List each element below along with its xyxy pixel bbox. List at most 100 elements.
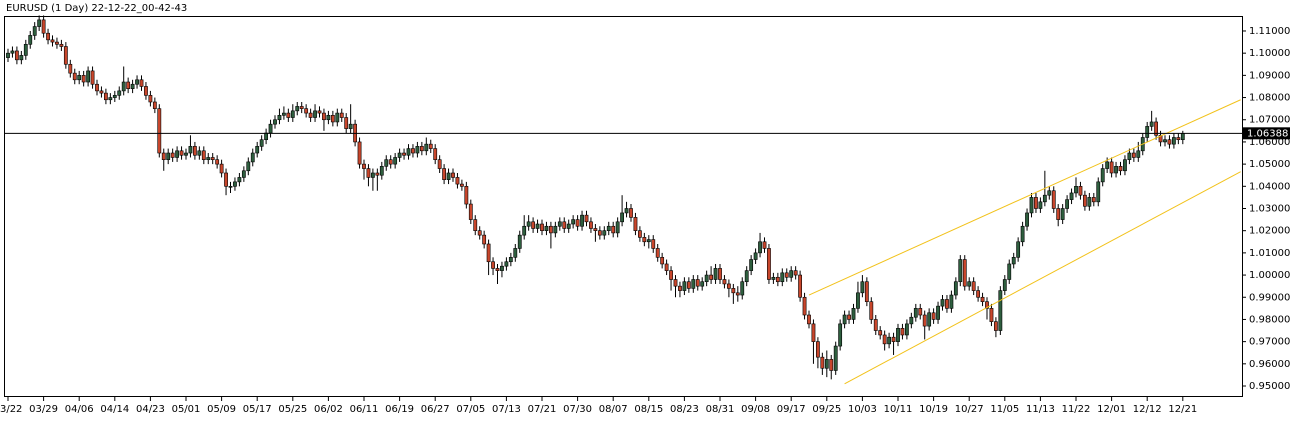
candle-body bbox=[1131, 152, 1136, 158]
x-tick-label: 05/09 bbox=[207, 404, 236, 415]
candle-body bbox=[673, 279, 678, 287]
candle-body bbox=[718, 268, 722, 280]
candle-body bbox=[664, 263, 669, 271]
candle-body bbox=[824, 359, 829, 369]
candle-body bbox=[731, 288, 736, 294]
candle-body bbox=[615, 221, 620, 234]
candle-body bbox=[522, 225, 527, 236]
candle-body bbox=[967, 281, 972, 287]
candle-body bbox=[210, 157, 215, 160]
y-tick-label: 0.96000 bbox=[1249, 359, 1290, 370]
candle-body bbox=[451, 172, 455, 178]
candle-body bbox=[758, 241, 762, 254]
candle-body bbox=[815, 341, 820, 358]
candle-body bbox=[370, 172, 375, 178]
candle-body bbox=[197, 150, 202, 156]
x-tick-label: 12/12 bbox=[1133, 404, 1162, 415]
y-tick-label: 1.04000 bbox=[1249, 181, 1290, 192]
candle-body bbox=[1042, 194, 1047, 203]
candle-body bbox=[713, 268, 718, 280]
x-tick-label: 09/08 bbox=[741, 404, 770, 415]
candle-body bbox=[491, 261, 495, 269]
candle-body bbox=[384, 159, 389, 167]
candle-body bbox=[41, 19, 46, 34]
candle-body bbox=[548, 225, 553, 234]
candle-body bbox=[611, 225, 616, 234]
candle-body bbox=[1176, 137, 1181, 141]
candle-body bbox=[1172, 137, 1176, 145]
candle-body bbox=[651, 239, 656, 249]
candle-body bbox=[28, 35, 33, 45]
candle-body bbox=[953, 281, 958, 296]
candle-body bbox=[980, 296, 985, 302]
candle-body bbox=[571, 219, 576, 225]
candle-body bbox=[77, 75, 82, 81]
candle-body bbox=[206, 157, 211, 160]
candle-body bbox=[686, 281, 691, 289]
candle-body bbox=[139, 79, 144, 87]
candle-body bbox=[157, 108, 162, 154]
candle-body bbox=[415, 146, 420, 154]
candle-body bbox=[580, 214, 584, 227]
candle-body bbox=[264, 132, 269, 141]
x-tick-label: 06/02 bbox=[314, 404, 343, 415]
candle-body bbox=[513, 248, 518, 258]
x-tick-label: 12/21 bbox=[1168, 404, 1197, 415]
y-tick-label: 1.11000 bbox=[1249, 26, 1290, 37]
candle-body bbox=[1118, 166, 1123, 172]
candle-body bbox=[464, 186, 469, 205]
candle-body bbox=[775, 276, 780, 283]
x-tick-label: 05/17 bbox=[243, 404, 272, 415]
candle-body bbox=[299, 106, 304, 109]
candle-body bbox=[802, 296, 807, 316]
y-tick-label: 1.01000 bbox=[1249, 248, 1290, 259]
candle-body bbox=[882, 334, 887, 345]
trendline bbox=[844, 171, 1241, 385]
candle-body bbox=[869, 301, 874, 320]
candle-body bbox=[126, 81, 131, 89]
candle-body bbox=[985, 301, 989, 309]
candle-body bbox=[1127, 152, 1132, 160]
candle-body bbox=[722, 279, 727, 285]
candle-body bbox=[175, 150, 180, 158]
x-tick-label: 10/27 bbox=[955, 404, 984, 415]
x-tick-label: 07/05 bbox=[456, 404, 485, 415]
candle-body bbox=[357, 141, 362, 165]
candle-body bbox=[856, 292, 860, 309]
candle-body bbox=[1114, 166, 1118, 174]
candle-body bbox=[811, 323, 816, 342]
x-tick-label: 05/25 bbox=[278, 404, 307, 415]
x-tick-label: 05/01 bbox=[172, 404, 201, 415]
candle-body bbox=[820, 356, 825, 369]
candle-body bbox=[1105, 161, 1110, 169]
candle-body bbox=[161, 152, 166, 160]
candle-body bbox=[998, 290, 1003, 331]
candle-body bbox=[19, 55, 24, 61]
x-tick-label: 11/13 bbox=[1026, 404, 1055, 415]
price-label-box bbox=[1243, 127, 1290, 140]
candle-body bbox=[602, 230, 607, 236]
candle-body bbox=[117, 90, 122, 96]
candle-body bbox=[1002, 279, 1007, 291]
candle-body bbox=[1123, 159, 1127, 172]
candle-body bbox=[397, 152, 402, 158]
candle-body bbox=[277, 115, 282, 121]
candle-body bbox=[535, 223, 540, 229]
candle-body bbox=[108, 97, 113, 101]
candle-body bbox=[976, 290, 981, 298]
x-tick-label: 07/30 bbox=[563, 404, 592, 415]
y-tick-label: 1.09000 bbox=[1249, 70, 1290, 81]
candle-body bbox=[250, 152, 255, 163]
candle-body bbox=[215, 159, 220, 165]
candle-body bbox=[1109, 161, 1114, 174]
chart-title: EURUSD (1 Day) 22-12-22_00-42-43 bbox=[6, 3, 187, 14]
candle-body bbox=[646, 239, 651, 243]
candle-body bbox=[904, 323, 909, 336]
candle-body bbox=[1047, 190, 1052, 196]
y-tick-label: 0.95000 bbox=[1249, 381, 1290, 392]
candle-body bbox=[606, 225, 611, 231]
candle-body bbox=[459, 183, 464, 187]
candle-body bbox=[1145, 126, 1150, 138]
candle-body bbox=[148, 95, 153, 103]
x-tick-label: 04/06 bbox=[65, 404, 94, 415]
